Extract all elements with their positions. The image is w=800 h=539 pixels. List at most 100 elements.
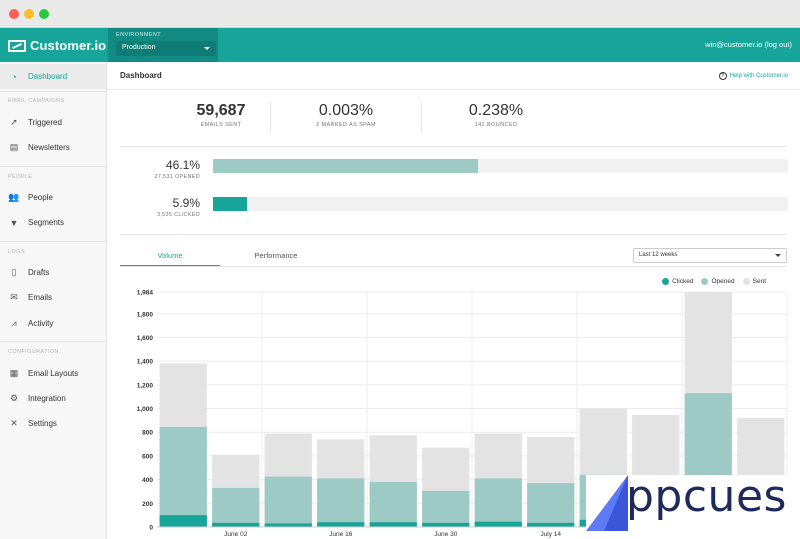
sidebar-item-triggered[interactable]: ➚ Triggered: [0, 110, 106, 135]
bar-clicked: [317, 522, 365, 527]
bar-clicked: [369, 522, 417, 527]
x-tick-label: June 02: [224, 531, 248, 538]
sidebar-divider: [0, 241, 106, 242]
environment-label: ENVIRONMENT: [116, 32, 162, 38]
main-content: Dashboard ? Help with Customer.io 59,687…: [107, 62, 800, 539]
people-icon: 👥: [8, 192, 20, 202]
sidebar-item-label: Drafts: [28, 268, 50, 277]
sidebar-item-label: Emails: [28, 293, 53, 302]
stat-divider: [421, 102, 422, 132]
bar-clicked: [474, 521, 522, 527]
wrench-icon: ✕: [10, 418, 18, 428]
click-rate-bar: [213, 197, 788, 211]
legend-label: Sent: [752, 278, 766, 285]
sidebar-item-drafts[interactable]: ▯ Drafts: [0, 260, 106, 285]
sidebar-item-label: Email Layouts: [28, 369, 79, 378]
appcues-brand-text: ppcues: [626, 471, 787, 522]
sidebar-item-activity[interactable]: ⩘ Activity: [0, 311, 106, 336]
maximize-window-button[interactable]: [39, 9, 49, 19]
page-title: Dashboard: [120, 71, 162, 80]
stat-label: 2 MARKED AS SPAM: [316, 122, 376, 128]
bar-clicked: [159, 515, 207, 527]
bar-opened: [527, 483, 575, 527]
legend-label: Opened: [711, 278, 735, 285]
chart-legend: Clicked Opened Sent: [662, 278, 766, 285]
legend-swatch: [662, 278, 670, 285]
help-link[interactable]: ? Help with Customer.io: [718, 72, 788, 80]
document-icon: ▯: [11, 267, 17, 277]
user-logout-link[interactable]: win@customer.io (log out): [705, 40, 792, 49]
layout-icon: ▦: [9, 368, 19, 378]
sidebar-divider: [0, 91, 106, 92]
y-tick-label: 1,800: [137, 311, 154, 318]
bar-clicked: [527, 522, 575, 527]
tab-volume[interactable]: Volume: [120, 251, 220, 267]
y-tick-label: 600: [142, 453, 153, 460]
environment-select[interactable]: Production: [116, 41, 216, 56]
sidebar-item-label: Newsletters: [28, 143, 70, 152]
bar-clicked: [264, 523, 312, 527]
stat-divider: [270, 102, 271, 132]
stat-label: 142 BOUNCED: [474, 122, 518, 128]
click-rate-bar-fill: [213, 197, 247, 211]
question-circle-icon: ?: [718, 72, 727, 80]
environment-switcher: ENVIRONMENT Production: [108, 28, 218, 62]
sidebar-item-people[interactable]: 👥 People: [0, 185, 106, 210]
stat-value: 0.238%: [468, 102, 524, 119]
newspaper-icon: ▤: [9, 142, 19, 152]
x-tick-label: June 30: [434, 531, 458, 538]
top-navigation-bar: Customer.io ENVIRONMENT Production win@c…: [0, 28, 800, 62]
bar-opened: [159, 426, 207, 527]
stat-value: 59,687: [196, 102, 246, 119]
sidebar-item-email-layouts[interactable]: ▦ Email Layouts: [0, 361, 106, 386]
appcues-watermark: ppcues: [586, 471, 800, 539]
envelope-icon: ✉: [10, 292, 18, 302]
y-tick-label: 1,984: [137, 290, 154, 297]
legend-item-opened[interactable]: Opened: [701, 278, 735, 285]
app-logo[interactable]: Customer.io: [8, 38, 106, 53]
sidebar-section-configuration: CONFIGURATION: [8, 349, 59, 355]
legend-item-clicked[interactable]: Clicked: [662, 278, 693, 285]
x-tick-label: June 16: [329, 531, 353, 538]
appcues-logo-icon: [586, 475, 628, 531]
y-tick-label: 1,000: [137, 406, 154, 413]
tabs-underline: [120, 266, 787, 267]
chevron-down-icon: [775, 254, 781, 257]
bar-opened: [317, 478, 365, 527]
stat-marked-spam: 0.003% 2 MARKED AS SPAM: [271, 102, 421, 128]
sidebar-item-segments[interactable]: ▼ Segments: [0, 210, 106, 235]
sidebar-item-dashboard[interactable]: ◔ Dashboard: [0, 64, 106, 89]
y-tick-label: 1,600: [137, 335, 154, 342]
tab-performance[interactable]: Performance: [254, 251, 298, 260]
sidebar-item-newsletters[interactable]: ▤ Newsletters: [0, 135, 106, 160]
legend-item-sent[interactable]: Sent: [742, 278, 766, 285]
sidebar-section-email-campaigns: EMAIL CAMPAIGNS: [8, 98, 65, 104]
page-header: Dashboard ? Help with Customer.io: [107, 62, 800, 90]
y-tick-label: 200: [142, 501, 153, 508]
click-rate-label: 3,535 CLICKED: [156, 212, 200, 218]
sidebar-item-label: Segments: [28, 218, 65, 227]
x-tick-label: July 14: [540, 531, 561, 538]
open-rate-bar: [213, 159, 788, 173]
sidebar-item-label: Dashboard: [28, 72, 68, 81]
bar-opened: [474, 478, 522, 527]
y-tick-label: 400: [142, 477, 153, 484]
legend-swatch: [701, 278, 709, 285]
bar-opened: [212, 487, 260, 527]
date-range-select[interactable]: Last 12 weeks: [633, 248, 787, 263]
logo-icon: [8, 39, 26, 52]
sidebar-divider: [0, 166, 106, 167]
sidebar: ◔ Dashboard EMAIL CAMPAIGNS ➚ Triggered …: [0, 62, 107, 539]
minimize-window-button[interactable]: [24, 9, 34, 19]
stat-label: EMAILS SENT: [200, 122, 242, 128]
sidebar-item-emails[interactable]: ✉ Emails: [0, 285, 106, 310]
sidebar-item-integration[interactable]: ⚙ Integration: [0, 386, 106, 411]
close-window-button[interactable]: [9, 9, 19, 19]
sidebar-item-label: Settings: [28, 419, 57, 428]
section-divider: [120, 146, 787, 147]
stat-emails-sent: 59,687 EMAILS SENT: [146, 102, 296, 128]
y-tick-label: 1,200: [137, 382, 154, 389]
sidebar-item-settings[interactable]: ✕ Settings: [0, 411, 106, 436]
legend-swatch: [742, 278, 750, 285]
